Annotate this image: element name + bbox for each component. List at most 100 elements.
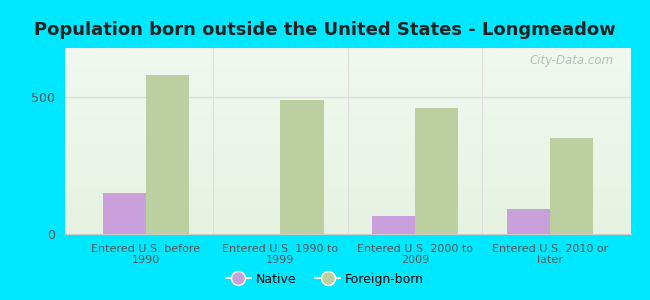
Bar xyxy=(65,154,630,155)
Bar xyxy=(65,56,630,57)
Bar xyxy=(65,84,630,85)
Bar xyxy=(65,176,630,177)
Bar xyxy=(65,106,630,107)
Bar xyxy=(65,111,630,112)
Bar xyxy=(65,49,630,50)
Bar xyxy=(65,188,630,189)
Bar xyxy=(65,78,630,79)
Bar xyxy=(65,93,630,94)
Bar xyxy=(65,231,630,232)
Bar xyxy=(65,66,630,67)
Bar xyxy=(65,88,630,89)
Bar xyxy=(65,57,630,58)
Bar xyxy=(65,100,630,101)
Bar xyxy=(65,193,630,194)
Bar xyxy=(65,52,630,53)
Bar xyxy=(65,181,630,182)
Bar xyxy=(65,120,630,121)
Bar xyxy=(65,101,630,102)
Bar xyxy=(65,98,630,99)
Legend: Native, Foreign-born: Native, Foreign-born xyxy=(221,268,429,291)
Bar xyxy=(65,122,630,123)
Bar xyxy=(65,79,630,80)
Bar xyxy=(65,151,630,152)
Text: Population born outside the United States - Longmeadow: Population born outside the United State… xyxy=(34,21,616,39)
Bar xyxy=(65,133,630,134)
Bar xyxy=(65,80,630,82)
Bar xyxy=(65,148,630,149)
Bar xyxy=(65,58,630,59)
Bar xyxy=(65,150,630,151)
Bar xyxy=(65,108,630,110)
Bar xyxy=(65,225,630,226)
Bar xyxy=(65,99,630,100)
Bar xyxy=(65,183,630,184)
Bar xyxy=(415,108,458,234)
Bar xyxy=(65,51,630,52)
Bar xyxy=(65,197,630,198)
Bar xyxy=(65,71,630,72)
Bar xyxy=(65,149,630,150)
Bar xyxy=(65,177,630,178)
Bar xyxy=(65,159,630,160)
Bar xyxy=(65,69,630,70)
Bar xyxy=(65,129,630,130)
Bar xyxy=(65,92,630,93)
Bar xyxy=(65,164,630,165)
Bar xyxy=(65,233,630,234)
Bar xyxy=(65,70,630,71)
Bar xyxy=(65,145,630,146)
Bar xyxy=(65,96,630,97)
Bar xyxy=(65,227,630,228)
Bar xyxy=(65,175,630,176)
Bar xyxy=(65,171,630,172)
Bar xyxy=(65,62,630,63)
Bar xyxy=(65,185,630,186)
Bar xyxy=(65,165,630,166)
Bar xyxy=(65,64,630,65)
Bar xyxy=(65,147,630,148)
Bar xyxy=(65,208,630,209)
Bar xyxy=(65,103,630,104)
Bar xyxy=(65,91,630,92)
Bar xyxy=(65,77,630,78)
Bar xyxy=(65,82,630,83)
Bar xyxy=(65,156,630,157)
Bar xyxy=(65,127,630,128)
Bar xyxy=(65,198,630,199)
Bar xyxy=(65,220,630,221)
Bar xyxy=(65,230,630,231)
Bar xyxy=(65,126,630,127)
Bar xyxy=(65,72,630,73)
Bar xyxy=(65,202,630,203)
Bar xyxy=(65,60,630,61)
Bar xyxy=(65,104,630,105)
Bar xyxy=(65,125,630,126)
Bar xyxy=(65,153,630,154)
Bar xyxy=(65,119,630,120)
Bar xyxy=(103,193,146,234)
Bar xyxy=(65,158,630,159)
Bar xyxy=(65,211,630,212)
Bar xyxy=(65,223,630,224)
Bar xyxy=(65,139,630,140)
Bar xyxy=(65,209,630,210)
Bar xyxy=(65,157,630,158)
Bar xyxy=(550,138,593,234)
Bar xyxy=(65,226,630,227)
Bar xyxy=(65,116,630,117)
Bar xyxy=(65,86,630,87)
Bar xyxy=(65,53,630,54)
Bar xyxy=(65,210,630,211)
Bar xyxy=(65,85,630,86)
Bar xyxy=(65,169,630,170)
Bar xyxy=(65,75,630,76)
Bar xyxy=(65,213,630,214)
Bar xyxy=(65,182,630,183)
Bar xyxy=(65,94,630,95)
Bar xyxy=(65,228,630,229)
Bar xyxy=(65,168,630,169)
Bar xyxy=(65,123,630,124)
Bar xyxy=(65,105,630,106)
Bar xyxy=(65,141,630,142)
